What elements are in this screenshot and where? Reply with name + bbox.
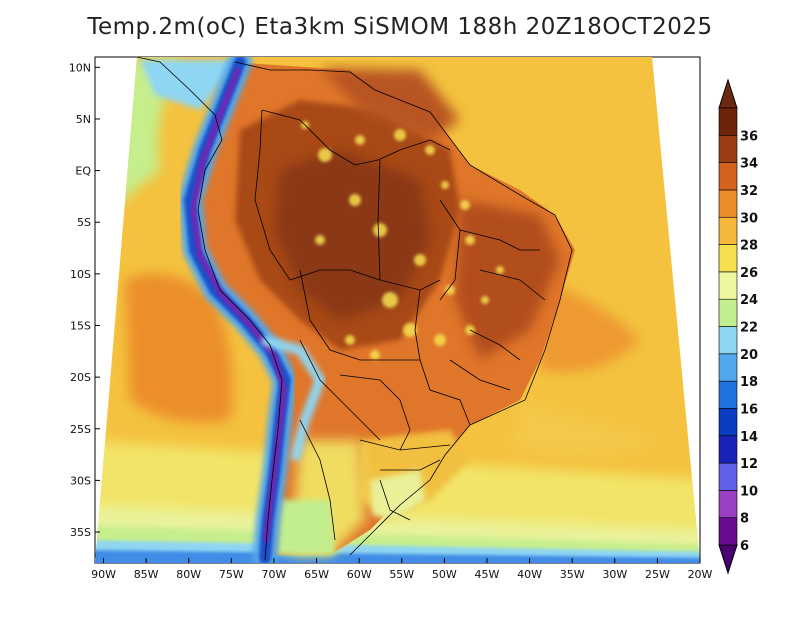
lat-tick-label: 5N bbox=[76, 113, 91, 126]
colorbar-over-triangle bbox=[718, 78, 738, 109]
colorbar-swatch bbox=[718, 162, 738, 191]
colorbar-level-label: 18 bbox=[740, 375, 758, 390]
colorbar-swatch bbox=[718, 216, 738, 245]
lon-tick-label: 60W bbox=[347, 568, 372, 581]
colorbar-swatch bbox=[718, 353, 738, 382]
colorbar-level-label: 34 bbox=[740, 157, 758, 172]
lon-tick-label: 35W bbox=[560, 568, 585, 581]
lat-tick-label: 5S bbox=[77, 216, 91, 229]
colorbar-level-label: 30 bbox=[740, 211, 758, 226]
colorbar-level-label: 20 bbox=[740, 348, 758, 363]
lon-tick-label: 80W bbox=[176, 568, 201, 581]
colorbar-level-label: 6 bbox=[740, 539, 749, 554]
colorbar-level-label: 12 bbox=[740, 457, 758, 472]
lon-tick-label: 90W bbox=[91, 568, 116, 581]
lat-tick-label: 15S bbox=[70, 319, 91, 332]
lon-tick-label: 85W bbox=[134, 568, 159, 581]
lon-tick-label: 45W bbox=[475, 568, 500, 581]
lat-tick-label: 25S bbox=[70, 423, 91, 436]
map-title: Temp.2m(oC) Eta3km SiSMOM 188h 20Z18OCT2… bbox=[87, 14, 713, 40]
colorbar-swatch bbox=[718, 271, 738, 300]
colorbar-swatch bbox=[718, 408, 738, 437]
colorbar-swatch bbox=[718, 244, 738, 273]
latitude-axis: 10N 5N EQ 5S 10S 15S 20S 25S 30S 35S bbox=[69, 61, 100, 539]
colorbar-level-label: 36 bbox=[740, 129, 758, 144]
lon-tick-label: 25W bbox=[645, 568, 670, 581]
colorbar-level-label: 28 bbox=[740, 239, 758, 254]
political-boundaries bbox=[136, 56, 573, 561]
longitude-axis: 90W 85W 80W 75W 70W 65W 60W 55W 50W 45W 40W 35W 30W 2… bbox=[91, 558, 713, 581]
colorbar-swatch bbox=[718, 490, 738, 518]
lon-tick-label: 40W bbox=[517, 568, 542, 581]
colorbar-level-label: 22 bbox=[740, 321, 758, 336]
colorbar-level-label: 16 bbox=[740, 402, 758, 417]
colorbar-swatch bbox=[718, 380, 738, 409]
colorbar-level-label: 8 bbox=[740, 512, 749, 527]
colorbar-level-label: 26 bbox=[740, 266, 758, 281]
colorbar-swatch bbox=[718, 189, 738, 218]
colorbar-swatch bbox=[718, 326, 738, 355]
lon-tick-label: 30W bbox=[602, 568, 627, 581]
temperature-field bbox=[95, 57, 700, 563]
colorbar-swatch bbox=[718, 298, 738, 327]
colorbar-level-label: 32 bbox=[740, 184, 758, 199]
lon-tick-label: 75W bbox=[219, 568, 244, 581]
colorbar-level-label: 14 bbox=[740, 430, 758, 445]
lat-tick-label: 10N bbox=[69, 61, 91, 74]
colorbar-swatch bbox=[718, 435, 738, 464]
lat-tick-label: 10S bbox=[70, 268, 91, 281]
colorbar-level-label: 24 bbox=[740, 293, 758, 308]
colorbar-swatch bbox=[718, 462, 738, 491]
lat-tick-label: 20S bbox=[70, 371, 91, 384]
colorbar-level-label: 10 bbox=[740, 484, 758, 499]
convective-cool-spots bbox=[301, 121, 504, 360]
colorbar-under-triangle bbox=[718, 544, 738, 575]
lat-tick-label: 30S bbox=[70, 474, 91, 487]
colorbar-swatch bbox=[718, 107, 738, 136]
lat-tick-label: 35S bbox=[70, 526, 91, 539]
lon-tick-label: 70W bbox=[262, 568, 287, 581]
temperature-colorbar: 6 8 10 12 14 16 18 20 22 24 26 28 30 32 34 36 bbox=[718, 78, 758, 575]
lat-tick-label: EQ bbox=[75, 165, 91, 178]
colorbar-swatch bbox=[718, 517, 738, 546]
lon-tick-label: 65W bbox=[304, 568, 329, 581]
lon-tick-label: 20W bbox=[688, 568, 713, 581]
lon-tick-label: 50W bbox=[432, 568, 457, 581]
colorbar-swatch bbox=[718, 135, 738, 163]
lon-tick-label: 55W bbox=[389, 568, 414, 581]
